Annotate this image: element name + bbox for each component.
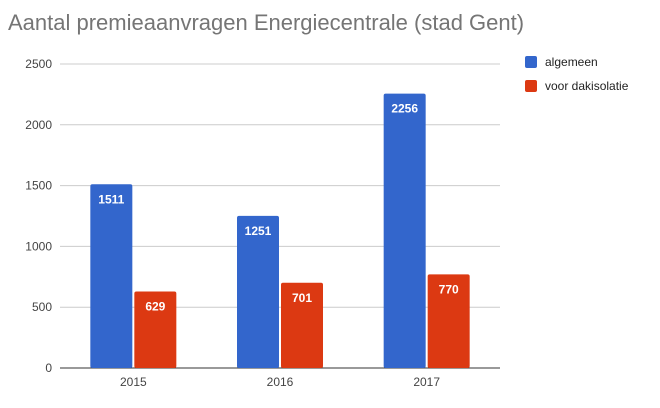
bar-algemeen-2017 (383, 93, 426, 368)
y-tick-label: 0 (45, 361, 52, 375)
legend-swatch-voor-dakisolatie (525, 80, 537, 92)
bar-voor-dakisolatie-2016 (281, 282, 323, 368)
data-label: 1511 (98, 192, 124, 206)
y-tick-label: 500 (32, 300, 52, 314)
y-tick-label: 1500 (25, 179, 52, 193)
legend-swatch-algemeen (525, 56, 537, 68)
x-tick-label: 2016 (267, 375, 294, 389)
bar-voor-dakisolatie-2015 (134, 291, 177, 368)
legend-label: voor dakisolatie (545, 79, 629, 93)
x-tick-label: 2017 (413, 375, 440, 389)
y-tick-label: 2500 (25, 57, 52, 71)
bar-voor-dakisolatie-2017 (427, 274, 470, 368)
data-label: 701 (292, 291, 312, 305)
data-label: 1251 (245, 224, 272, 238)
y-tick-label: 2000 (25, 118, 52, 132)
legend-label: algemeen (545, 55, 598, 69)
x-tick-label: 2015 (120, 375, 147, 389)
bar-algemeen-2015 (90, 184, 133, 368)
data-label: 2256 (391, 102, 418, 116)
bar-algemeen-2016 (237, 215, 279, 368)
chart-title: Aantal premieaanvragen Energiecentrale (… (8, 10, 525, 35)
data-label: 629 (145, 300, 165, 314)
y-tick-label: 1000 (25, 239, 52, 253)
data-label: 770 (439, 282, 459, 296)
